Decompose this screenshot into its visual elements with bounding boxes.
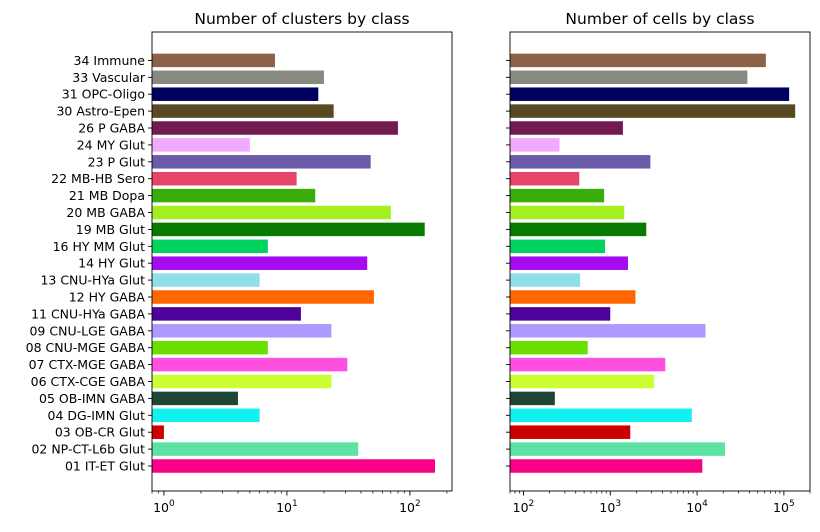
- bar-34-immune: [152, 53, 275, 68]
- bar-33-vascular: [510, 70, 748, 85]
- bar-05-ob-imn-gaba: [152, 391, 238, 406]
- bar-19-mb-glut: [510, 222, 647, 237]
- category-label: 12 HY GABA: [69, 290, 146, 305]
- category-label: 11 CNU-HYa GABA: [31, 306, 145, 321]
- bar-06-ctx-cge-gaba: [152, 374, 332, 389]
- bar-02-np-ct-l6b-glut: [510, 442, 726, 456]
- bar-31-opc-oligo: [152, 87, 319, 101]
- x-tick-label: 101: [276, 499, 298, 515]
- bar-07-ctx-mge-gaba: [510, 357, 666, 372]
- category-label: 34 Immune: [74, 53, 146, 68]
- axes-frame: [509, 31, 811, 492]
- bar-12-hy-gaba: [152, 290, 374, 304]
- bar-19-mb-glut: [152, 222, 425, 237]
- bar-16-hy-mm-glut: [510, 239, 606, 254]
- bar-30-astro-epen: [510, 104, 796, 118]
- category-label: 03 OB-CR Glut: [55, 425, 145, 440]
- category-label: 08 CNU-MGE GABA: [26, 340, 146, 355]
- bar-05-ob-imn-gaba: [510, 391, 555, 406]
- category-label: 22 MB-HB Sero: [51, 171, 145, 186]
- category-label: 24 MY Glut: [77, 137, 145, 152]
- bar-08-cnu-mge-gaba: [152, 340, 268, 355]
- bar-04-dg-imn-glut: [152, 408, 260, 423]
- category-label: 30 Astro-Epen: [56, 104, 145, 119]
- bar-08-cnu-mge-gaba: [510, 340, 588, 355]
- bar-30-astro-epen: [152, 104, 334, 118]
- category-label: 06 CTX-CGE GABA: [31, 374, 146, 389]
- category-label: 33 Vascular: [72, 70, 146, 85]
- bar-24-my-glut: [152, 138, 250, 152]
- bar-11-cnu-hya-gaba: [152, 307, 301, 321]
- bar-11-cnu-hya-gaba: [510, 307, 611, 321]
- bar-14-hy-glut: [510, 256, 628, 270]
- bar-13-cnu-hya-glut: [152, 273, 260, 287]
- category-label: 02 NP-CT-L6b Glut: [31, 442, 145, 457]
- category-label: 01 IT-ET Glut: [65, 459, 145, 474]
- bar-09-cnu-lge-gaba: [152, 324, 332, 338]
- category-label: 13 CNU-HYa Glut: [40, 273, 145, 288]
- category-label: 31 OPC-Oligo: [62, 87, 145, 102]
- bar-14-hy-glut: [152, 256, 368, 270]
- bar-26-p-gaba: [152, 121, 398, 135]
- bar-33-vascular: [152, 70, 324, 85]
- category-label: 07 CTX-MGE GABA: [29, 357, 146, 372]
- category-label: 04 DG-IMN Glut: [48, 408, 146, 423]
- bar-34-immune: [510, 53, 766, 68]
- category-label: 23 P Glut: [88, 154, 145, 169]
- bar-09-cnu-lge-gaba: [510, 324, 706, 338]
- bar-21-mb-dopa: [152, 188, 316, 203]
- x-tick-label: 103: [599, 499, 621, 515]
- bar-23-p-glut: [152, 155, 371, 169]
- bar-01-it-et-glut: [152, 459, 435, 473]
- bar-13-cnu-hya-glut: [510, 273, 581, 287]
- clusters-panel: Number of clusters by class 01 IT-ET Glut…: [26, 10, 453, 515]
- bar-12-hy-gaba: [510, 290, 636, 304]
- chart-title: Number of clusters by class: [194, 10, 409, 28]
- x-tick-label: 105: [773, 499, 795, 515]
- bar-06-ctx-cge-gaba: [510, 374, 655, 389]
- category-label: 16 HY MM Glut: [53, 239, 146, 254]
- bar-16-hy-mm-glut: [152, 239, 268, 254]
- bar-04-dg-imn-glut: [510, 408, 692, 423]
- bar-23-p-glut: [510, 155, 651, 169]
- bar-22-mb-hb-sero: [152, 171, 297, 186]
- bar-07-ctx-mge-gaba: [152, 357, 348, 372]
- category-label: 26 P GABA: [78, 121, 145, 136]
- bar-21-mb-dopa: [510, 188, 605, 203]
- x-tick-label: 102: [399, 499, 421, 515]
- category-label: 19 MB Glut: [76, 222, 145, 237]
- bar-01-it-et-glut: [510, 459, 703, 473]
- bar-02-np-ct-l6b-glut: [152, 442, 359, 456]
- bar-24-my-glut: [510, 138, 560, 152]
- bar-22-mb-hb-sero: [510, 171, 580, 186]
- axes-frame: [151, 31, 453, 492]
- bar-20-mb-gaba: [510, 205, 625, 220]
- cells-panel: Number of cells by class 102 103 104 105: [506, 10, 811, 515]
- category-label: 20 MB GABA: [66, 205, 145, 220]
- x-tick-label: 102: [513, 499, 535, 515]
- category-label: 05 OB-IMN GABA: [39, 391, 145, 406]
- bar-03-ob-cr-glut: [510, 425, 631, 439]
- category-label: 14 HY Glut: [78, 256, 145, 271]
- bar-31-opc-oligo: [510, 87, 790, 101]
- x-tick-label: 100: [153, 499, 175, 515]
- category-label: 21 MB Dopa: [69, 188, 145, 203]
- x-tick-label: 104: [686, 499, 708, 515]
- bar-20-mb-gaba: [152, 205, 391, 220]
- category-label: 09 CNU-LGE GABA: [29, 323, 145, 338]
- bar-03-ob-cr-glut: [152, 425, 164, 439]
- chart-title: Number of cells by class: [565, 10, 754, 28]
- bar-26-p-gaba: [510, 121, 623, 135]
